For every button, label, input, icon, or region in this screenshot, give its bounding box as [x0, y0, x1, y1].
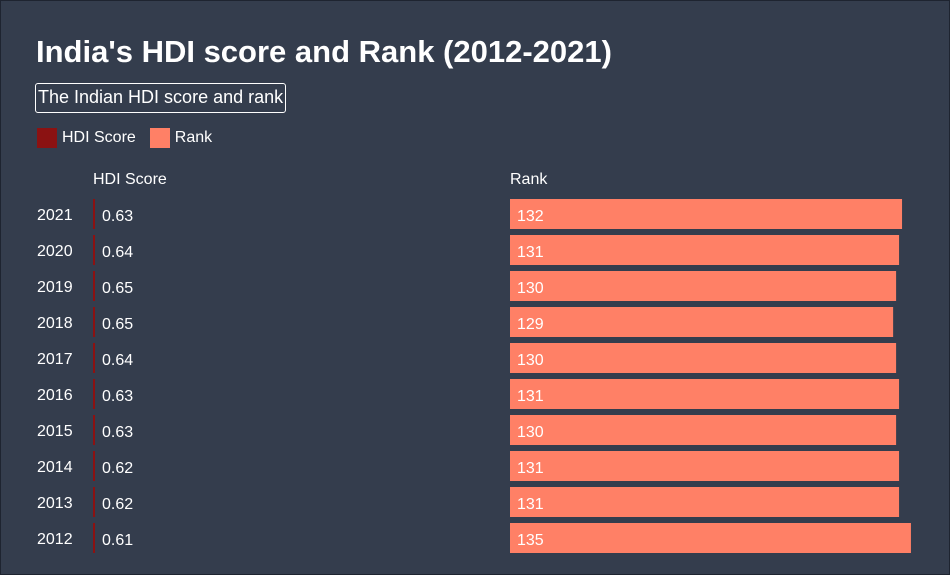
hdi-value-label-2021: 0.63 — [102, 208, 133, 225]
hdi-bar-2016 — [93, 379, 95, 409]
rank-value-label-2020: 131 — [517, 244, 544, 261]
legend-item-hdi-score: HDI Score — [37, 128, 136, 148]
legend-swatch-hdi-score — [37, 128, 57, 148]
category-label-2017: 2017 — [37, 351, 73, 368]
column-header-hdi-score: HDI Score — [93, 171, 167, 188]
legend: HDI Score Rank — [37, 128, 226, 148]
hdi-bar-2018 — [93, 307, 95, 337]
column-header-rank: Rank — [510, 171, 548, 188]
hdi-value-label-2013: 0.62 — [102, 496, 133, 513]
rank-value-label-2021: 132 — [517, 208, 544, 225]
legend-label-hdi-score: HDI Score — [62, 129, 136, 146]
category-label-2016: 2016 — [37, 387, 73, 404]
rank-bar-2013 — [510, 487, 900, 517]
hdi-bar-2017 — [93, 343, 95, 373]
hdi-value-label-2015: 0.63 — [102, 424, 133, 441]
hdi-value-label-2017: 0.64 — [102, 352, 133, 369]
category-label-2013: 2013 — [37, 495, 73, 512]
rank-bar-2015 — [510, 415, 897, 445]
hdi-bar-2014 — [93, 451, 95, 481]
hdi-value-label-2019: 0.65 — [102, 280, 133, 297]
hdi-bar-2021 — [93, 199, 95, 229]
rank-value-label-2017: 130 — [517, 352, 544, 369]
rank-bar-2012 — [510, 523, 911, 553]
category-label-2018: 2018 — [37, 315, 73, 332]
category-label-2015: 2015 — [37, 423, 73, 440]
rank-value-label-2018: 129 — [517, 316, 544, 333]
rank-value-label-2014: 131 — [517, 460, 544, 477]
rank-value-label-2012: 135 — [517, 532, 544, 549]
category-label-2021: 2021 — [37, 207, 73, 224]
legend-label-rank: Rank — [174, 129, 213, 146]
hdi-value-label-2012: 0.61 — [102, 532, 133, 549]
rank-value-label-2013: 131 — [517, 496, 544, 513]
legend-item-rank: Rank — [149, 128, 213, 148]
hdi-bar-2019 — [93, 271, 95, 301]
category-label-2019: 2019 — [37, 279, 73, 296]
rank-value-label-2016: 131 — [517, 388, 544, 405]
hdi-value-label-2020: 0.64 — [102, 244, 133, 261]
category-label-2014: 2014 — [37, 459, 73, 476]
chart-subtitle: The Indian HDI score and rank — [35, 83, 287, 113]
hdi-value-label-2018: 0.65 — [102, 316, 133, 333]
category-label-2020: 2020 — [37, 243, 73, 260]
category-label-2012: 2012 — [37, 531, 73, 548]
rank-bar-2021 — [510, 199, 903, 229]
hdi-bar-2020 — [93, 235, 95, 265]
rank-value-label-2015: 130 — [517, 424, 544, 441]
rank-bar-2018 — [510, 307, 894, 337]
rank-value-label-2019: 130 — [517, 280, 544, 297]
legend-swatch-rank — [149, 128, 170, 148]
rank-bar-2017 — [510, 343, 897, 373]
hdi-bar-2015 — [93, 415, 95, 445]
hdi-bar-2013 — [93, 487, 95, 517]
chart-title: India's HDI score and Rank (2012-2021) — [36, 34, 612, 69]
hdi-value-label-2016: 0.63 — [102, 388, 133, 405]
rank-bar-2016 — [510, 379, 900, 409]
rank-bar-2014 — [510, 451, 900, 481]
hdi-value-label-2014: 0.62 — [102, 460, 133, 477]
rank-bar-2020 — [510, 235, 900, 265]
hdi-bar-2012 — [93, 523, 95, 553]
rank-bar-2019 — [510, 271, 897, 301]
